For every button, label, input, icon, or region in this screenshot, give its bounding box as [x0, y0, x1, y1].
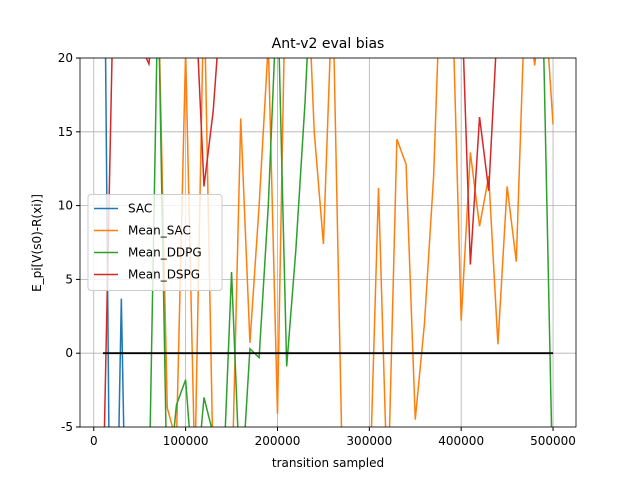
legend-label: Mean_SAC	[128, 224, 191, 238]
x-tick-label: 500000	[530, 434, 576, 448]
x-tick-label: 300000	[346, 434, 392, 448]
plot-frame	[79, 57, 577, 428]
series-line	[158, 58, 554, 427]
legend-label: SAC	[128, 202, 152, 216]
y-tick-label: -5	[61, 420, 73, 434]
y-tick-label: 0	[65, 346, 73, 360]
y-tick-label: 5	[65, 272, 73, 286]
y-axis-label: E_pi[V(s0)-R(xi)]	[30, 194, 44, 292]
y-tick-label: 10	[58, 199, 73, 213]
legend-label: Mean_DDPG	[128, 246, 202, 260]
y-tick-label: 15	[58, 125, 73, 139]
y-tick-label: 20	[58, 51, 73, 65]
legend-box	[87, 194, 223, 291]
x-tick-label: 200000	[255, 434, 301, 448]
chart-title: Ant-v2 eval bias	[272, 36, 385, 52]
x-tick-label: 0	[90, 434, 98, 448]
series-line	[103, 58, 497, 427]
legend-label: Mean_DSPG	[128, 268, 200, 282]
x-tick-label: 100000	[163, 434, 209, 448]
x-tick-label: 400000	[438, 434, 484, 448]
x-axis-label: transition sampled	[272, 456, 384, 470]
